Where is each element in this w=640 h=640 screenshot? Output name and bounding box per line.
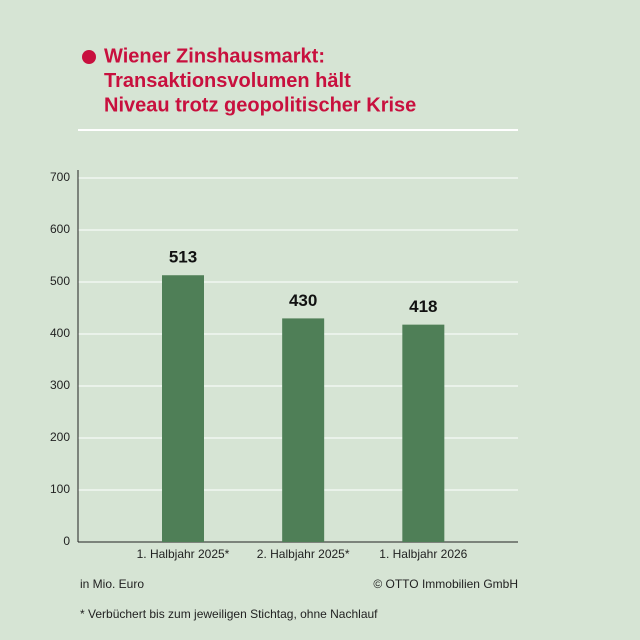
y-tick-label: 600 xyxy=(50,222,70,236)
y-tick-label: 400 xyxy=(50,326,70,340)
value-label: 418 xyxy=(409,297,437,316)
y-tick-label: 0 xyxy=(63,534,70,548)
unit-note: in Mio. Euro xyxy=(80,577,144,591)
chart-title: Wiener Zinshausmarkt: xyxy=(104,45,325,67)
chart-title: Niveau trotz geopolitischer Krise xyxy=(104,94,416,116)
y-tick-label: 300 xyxy=(50,378,70,392)
x-tick-label: 1. Halbjahr 2025* xyxy=(137,547,230,561)
chart-title: Transaktionsvolumen hält xyxy=(104,70,351,92)
bar xyxy=(162,275,204,542)
value-label: 430 xyxy=(289,291,317,310)
y-tick-label: 100 xyxy=(50,482,70,496)
x-tick-label: 2. Halbjahr 2025* xyxy=(257,547,350,561)
bar xyxy=(282,318,325,542)
footnote: * Verbüchert bis zum jeweiligen Stichtag… xyxy=(80,607,378,621)
x-tick-label: 1. Halbjahr 2026 xyxy=(379,547,467,561)
bar xyxy=(402,324,445,542)
source: © OTTO Immobilien GmbH xyxy=(373,577,518,591)
y-tick-label: 500 xyxy=(50,274,70,288)
y-tick-label: 700 xyxy=(50,170,70,184)
title-dot xyxy=(82,50,96,64)
y-tick-label: 200 xyxy=(50,430,70,444)
value-label: 513 xyxy=(169,248,197,267)
